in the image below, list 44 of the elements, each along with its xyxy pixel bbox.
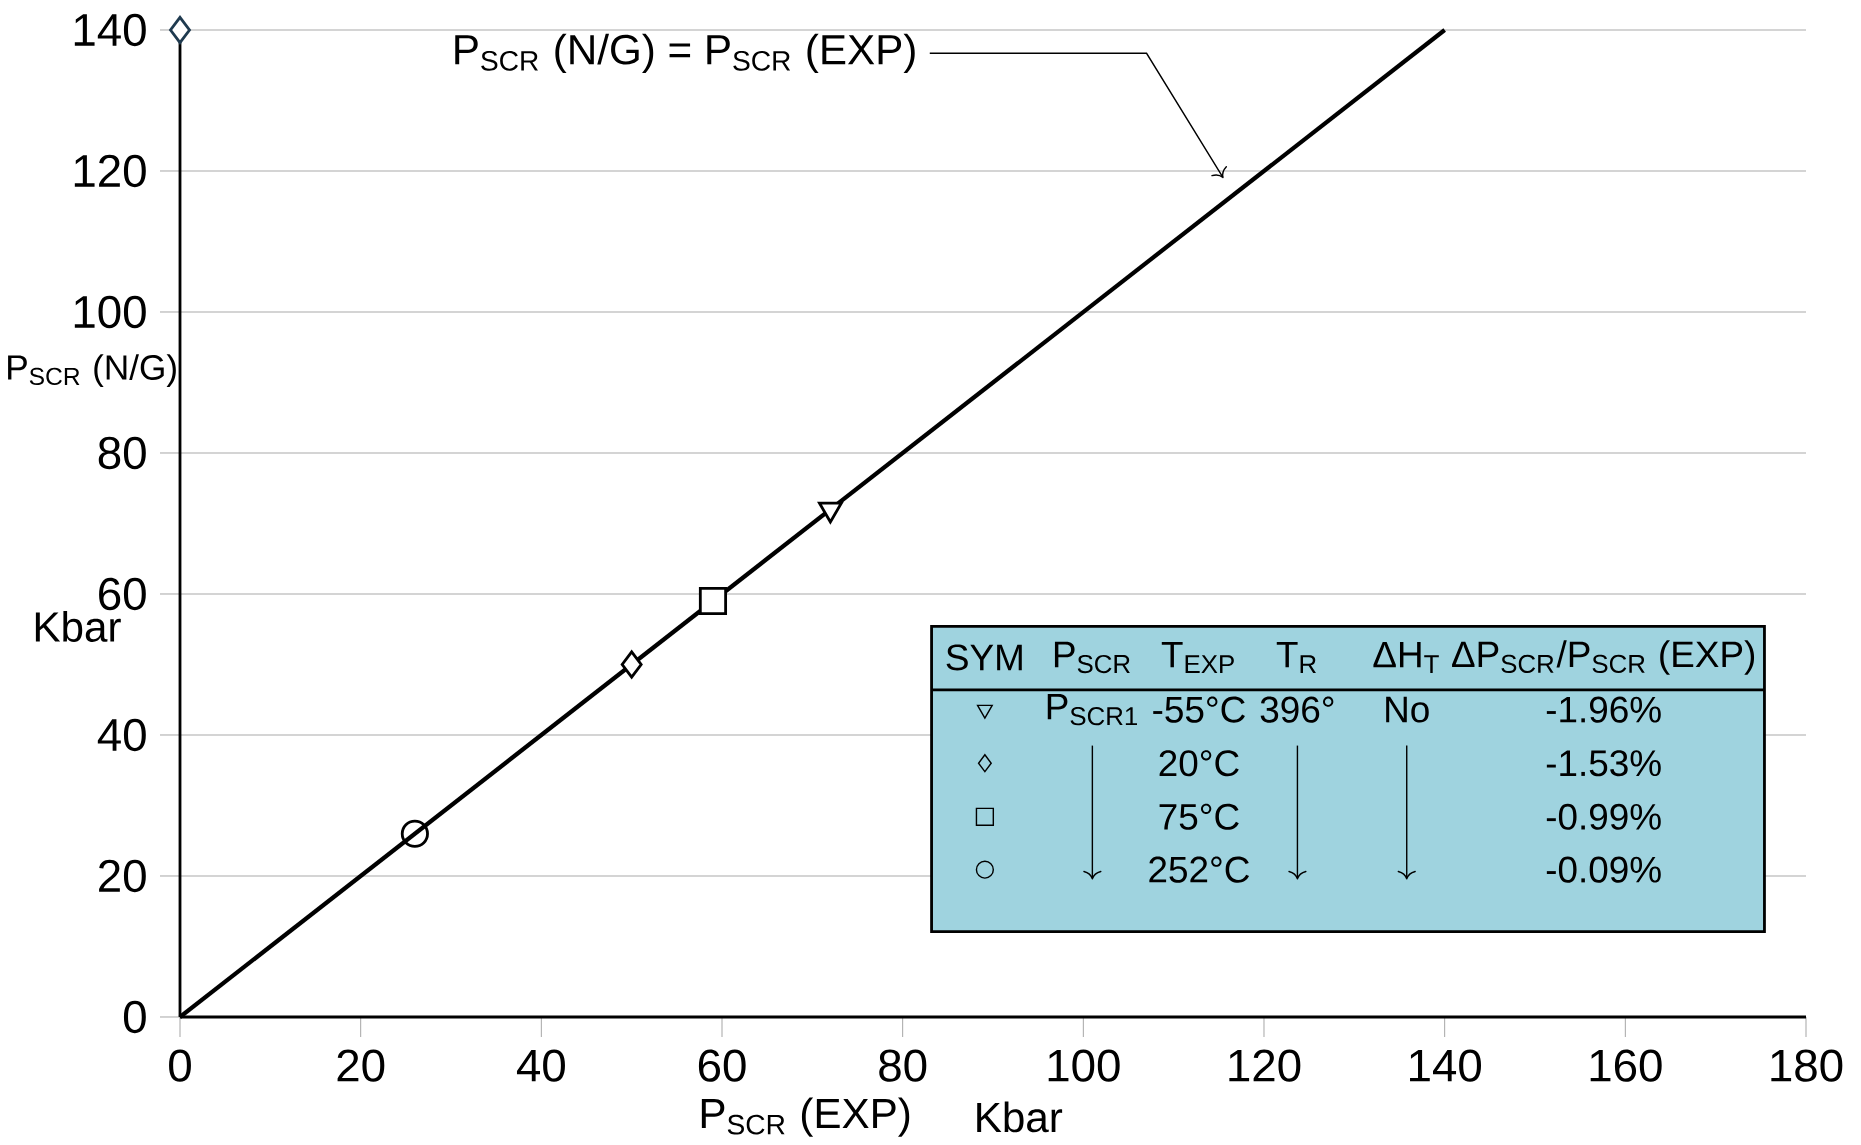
- point: [169, 15, 191, 45]
- annotation: 252°C: [1149, 856, 1250, 883]
- y-tick-label: 120: [74, 154, 146, 188]
- point: [620, 650, 643, 679]
- x-axis-title: P$_{SCR}$ (EXP): [701, 1097, 910, 1137]
- annotation: 75°C: [1159, 803, 1239, 830]
- y-tick-label: 40: [97, 718, 146, 752]
- annotation: No: [1386, 696, 1429, 723]
- text: Kbar: [35, 610, 121, 642]
- y-tick-label: 80: [98, 436, 146, 470]
- annotation: -1.53%: [1546, 750, 1661, 777]
- x-tick-label: 60: [698, 1049, 746, 1082]
- text: Kbar: [977, 1101, 1063, 1133]
- y-axis-title: P$_{SCR}$ (N/G): [8, 354, 176, 387]
- point: [698, 586, 728, 616]
- annotation: 396°: [1260, 696, 1334, 723]
- annotation: ΔP$_{SCR}$/P$_{SCR}$ (EXP): [1452, 640, 1755, 675]
- annotation: P$_{SCR}$: [1054, 641, 1130, 674]
- y-tick-label: 60: [99, 577, 146, 611]
- x-tick-label: 100: [1048, 1049, 1120, 1082]
- annotation: P$_{SCR1}$: [1047, 693, 1137, 726]
- x-tick-label: 80: [879, 1049, 927, 1082]
- y-tick-label: 0: [123, 1000, 146, 1034]
- annotation: -0.09%: [1546, 856, 1661, 883]
- annotation: T$_{R}$: [1276, 641, 1316, 674]
- x-tick-label: 40: [516, 1049, 565, 1082]
- x-tick-label: 120: [1229, 1049, 1301, 1082]
- y-tick-label: 100: [74, 295, 146, 329]
- annotation: SYM: [946, 644, 1022, 671]
- annotation: ΔH$_{T}$: [1373, 641, 1439, 674]
- annotation: 20°C: [1159, 750, 1239, 777]
- x-tick-label: 0: [169, 1049, 191, 1082]
- point: [400, 819, 429, 848]
- annotation: P$_{SCR}$ (N/G) = P$_{SCR}$ (EXP): [455, 33, 915, 73]
- x-tick-label: 160: [1590, 1049, 1662, 1082]
- x-tick-label: 180: [1771, 1049, 1843, 1082]
- annotation: -1.96%: [1546, 696, 1661, 723]
- annotation: -0.99%: [1546, 803, 1661, 830]
- y-tick-label: 20: [99, 859, 146, 893]
- x-tick-label: 140: [1410, 1049, 1482, 1082]
- annotation: -55°C: [1153, 696, 1245, 723]
- x-tick-label: 20: [337, 1049, 385, 1082]
- annotation: T$_{EXP}$: [1161, 641, 1234, 674]
- y-tick-label: 140: [74, 13, 146, 47]
